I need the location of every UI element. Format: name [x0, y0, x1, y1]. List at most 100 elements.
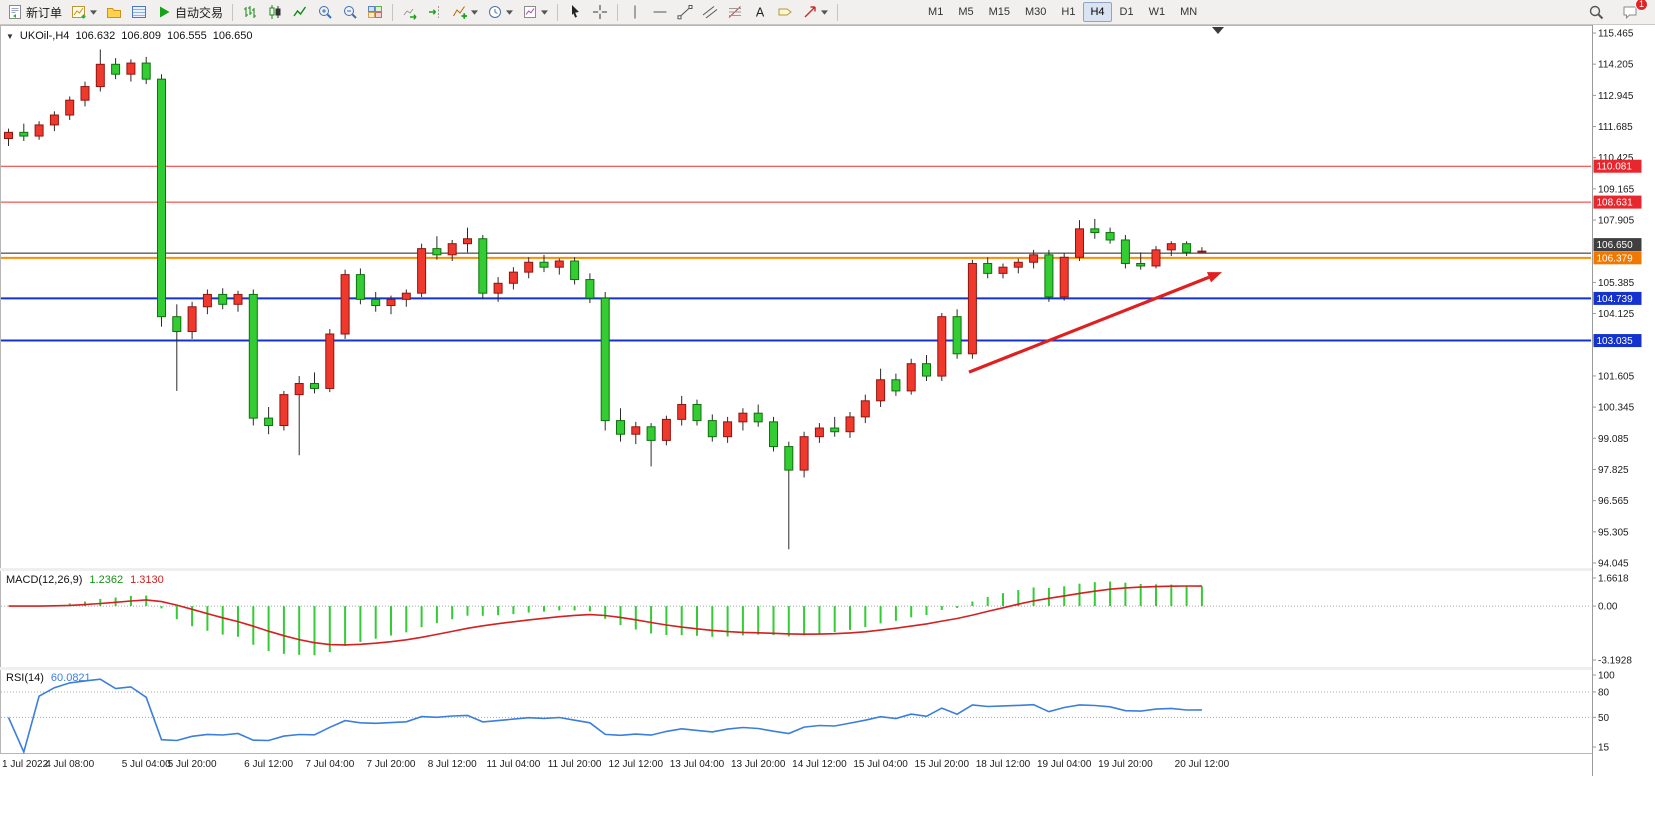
clock-icon	[489, 6, 502, 18]
horizontal-line-tool-button[interactable]	[648, 2, 672, 23]
candlestick	[386, 298, 396, 307]
candlestick	[876, 379, 886, 402]
time-axis-label: 18 Jul 12:00	[976, 759, 1031, 770]
trend-arrow-head[interactable]	[1206, 272, 1222, 283]
candlestick	[1136, 262, 1146, 267]
fibonacci-tool-button[interactable]	[723, 2, 747, 23]
trendline-tool-button[interactable]	[673, 2, 697, 23]
time-axis[interactable]	[0, 754, 1592, 776]
macd-axis-label: 1.6618	[1598, 574, 1629, 585]
market-watch-button[interactable]	[127, 2, 151, 23]
timeframe-button-m15[interactable]: M15	[988, 6, 1010, 18]
price-axis-label: 95.305	[1598, 527, 1629, 538]
text-tool-button[interactable]: A	[748, 2, 772, 23]
vertical-line-tool-button[interactable]	[623, 2, 647, 23]
price-axis-label: 111.685	[1598, 122, 1633, 133]
timeframe-button-d1[interactable]: D1	[1119, 6, 1134, 18]
zoom-out-button[interactable]	[338, 2, 362, 23]
candlestick	[1151, 249, 1161, 267]
trend-arrow-line[interactable]	[968, 275, 1210, 374]
price-axis-label: 99.085	[1598, 434, 1629, 445]
price-axis-label: 109.165	[1598, 184, 1635, 195]
macd-main-value: 1.2362	[89, 574, 124, 586]
time-axis-label: 5 Jul 20:00	[168, 759, 217, 770]
chart-shift-marker[interactable]	[1212, 27, 1224, 34]
candlestick	[187, 306, 197, 333]
profiles-button[interactable]	[102, 2, 126, 23]
candlestick	[1029, 254, 1039, 263]
panel-splitter[interactable]	[0, 667, 1592, 670]
timeframe-button-w1[interactable]: W1	[1148, 6, 1166, 18]
price-line-box-label: 106.650	[1597, 240, 1634, 251]
shapes-tool-button[interactable]	[798, 2, 832, 23]
timeframe-button-h4[interactable]: H4	[1083, 2, 1112, 22]
indicators-button[interactable]	[448, 2, 482, 23]
candlestick	[707, 420, 717, 438]
timeframe-button-m5[interactable]: M5	[958, 6, 974, 18]
candlestick	[1197, 250, 1207, 253]
time-axis-label: 7 Jul 04:00	[305, 759, 354, 770]
price-line-box-label: 103.035	[1597, 336, 1634, 347]
rsi-panel[interactable]	[0, 669, 1593, 754]
price-axis[interactable]	[1593, 25, 1655, 776]
cursor-button[interactable]	[563, 2, 587, 23]
chart-shift-button[interactable]	[423, 2, 447, 23]
candlestick	[845, 416, 855, 433]
new-order-button[interactable]: 新订单	[3, 2, 66, 23]
price-axis-label: 94.045	[1598, 559, 1629, 570]
timeframe-group: M1 M5 M15 M30 H1 H4 D1 W1 MN	[921, 2, 1204, 22]
crosshair-button[interactable]	[588, 2, 612, 23]
timeframe-button-mn[interactable]: MN	[1180, 6, 1198, 18]
candlestick	[340, 274, 350, 335]
text-label-icon	[778, 8, 792, 16]
candlestick-chart-button[interactable]	[263, 2, 287, 23]
new-chart-button[interactable]	[67, 2, 101, 23]
auto-trading-button[interactable]: 自动交易	[152, 2, 227, 23]
low-value: 106.555	[166, 30, 207, 42]
channel-tool-button[interactable]	[698, 2, 722, 23]
periods-button[interactable]	[483, 2, 517, 23]
high-value: 106.809	[121, 30, 161, 42]
chevron-down-icon	[90, 9, 98, 15]
candlestick	[141, 62, 151, 80]
candlestick	[371, 298, 381, 307]
notifications-button[interactable]: 1	[1618, 0, 1648, 23]
auto-scroll-button[interactable]	[398, 2, 422, 23]
time-axis-label: 20 Jul 12:00	[1175, 759, 1230, 770]
price-line-box	[1593, 251, 1642, 265]
candlestick	[1044, 254, 1054, 298]
quick-trade-toggle-icon[interactable]: ▼	[6, 31, 14, 41]
candlestick	[310, 382, 319, 389]
timeframe-button-m1[interactable]: M1	[928, 6, 944, 18]
text-label-tool-button[interactable]	[773, 2, 797, 23]
fibonacci-icon	[728, 6, 742, 18]
macd-panel[interactable]	[0, 570, 1593, 668]
search-button[interactable]	[1584, 2, 1608, 23]
svg-text:A: A	[756, 6, 765, 20]
candlestick	[432, 248, 442, 256]
candlestick	[1075, 228, 1084, 258]
candlestick	[906, 363, 916, 392]
candlestick	[126, 62, 136, 75]
candlestick	[753, 412, 763, 423]
templates-button[interactable]	[518, 2, 552, 23]
profiles-folder-icon	[107, 8, 122, 18]
zoom-in-button[interactable]	[313, 2, 337, 23]
zoom-in-icon	[319, 6, 332, 19]
zoom-out-icon	[344, 6, 357, 19]
close-value: 106.650	[212, 30, 253, 42]
bar-chart-button[interactable]	[238, 2, 262, 23]
main-chart-panel[interactable]	[0, 25, 1593, 569]
toolbar-right-group: 1	[1584, 0, 1652, 23]
timeframe-button-m30[interactable]: M30	[1025, 6, 1047, 18]
candlestick	[1120, 239, 1130, 264]
price-line-box	[1593, 334, 1642, 348]
tile-windows-button[interactable]	[363, 2, 387, 23]
panel-splitter[interactable]	[0, 568, 1592, 571]
candlestick	[218, 293, 228, 305]
indicators-icon	[453, 6, 468, 19]
timeframe-button-h1[interactable]: H1	[1061, 6, 1076, 18]
line-chart-button[interactable]	[288, 2, 312, 23]
vertical-line-icon	[634, 5, 636, 19]
